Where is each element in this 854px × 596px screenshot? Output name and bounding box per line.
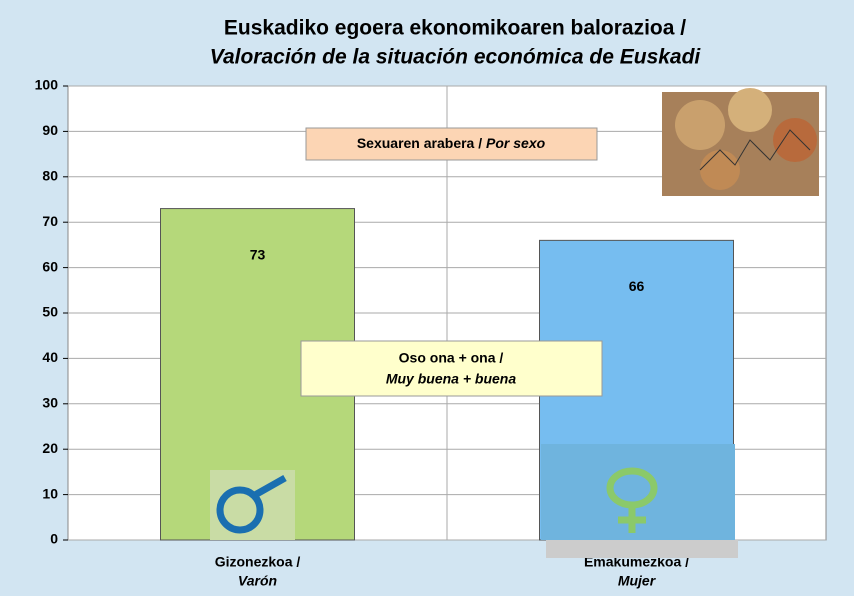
data-label: 66 [629,278,645,294]
y-tick-label: 40 [42,349,58,365]
y-tick-label: 20 [42,440,58,456]
annotation-text: Por sexo [486,135,546,151]
y-tick-label: 80 [42,168,58,184]
chart-title: Euskadiko egoera ekonomikoaren balorazio… [224,17,686,40]
male-icon [210,470,295,540]
y-tick-label: 0 [50,531,58,547]
annotation: Sexuaren arabera / Por sexo [357,135,546,151]
y-tick-label: 30 [42,395,58,411]
annotation-text: Sexuaren arabera / [357,135,482,151]
x-tick-label: Gizonezkoa / [215,554,301,570]
x-tick-label: Mujer [618,573,657,589]
y-tick-label: 60 [42,258,58,274]
legend-entry: Oso ona + ona / [399,350,504,366]
y-tick-label: 50 [42,304,58,320]
y-tick-label: 10 [42,485,58,501]
x-tick-label: Varón [238,573,277,589]
chart-title: Valoración de la situación económica de … [210,46,702,69]
y-tick-label: 100 [35,77,59,93]
page: Euskadiko egoera ekonomikoaren balorazio… [0,0,854,596]
photo [662,88,819,196]
female-icon [541,444,738,558]
data-label: 73 [250,246,266,262]
y-tick-label: 90 [42,122,58,138]
legend-entry: Muy buena + buena [386,371,517,387]
chart: Euskadiko egoera ekonomikoaren balorazio… [0,0,854,596]
y-tick-label: 70 [42,213,58,229]
